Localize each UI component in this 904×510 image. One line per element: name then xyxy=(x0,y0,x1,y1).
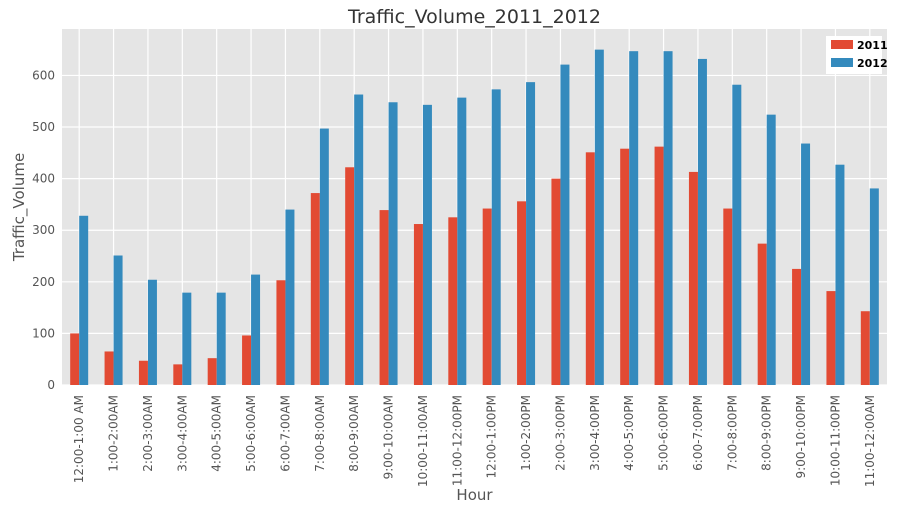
bar-2012 xyxy=(354,94,364,386)
bar-2012 xyxy=(147,279,157,385)
legend-swatch-2011 xyxy=(831,40,853,49)
bar-2012 xyxy=(457,97,467,385)
x-tick-label: 6:00-7:00AM xyxy=(278,395,292,472)
x-tick-label: 5:00-6:00AM xyxy=(244,395,258,472)
bar-2012 xyxy=(422,104,432,385)
y-tick-label: 100 xyxy=(32,326,55,340)
bar-2012 xyxy=(697,58,707,386)
plot-background xyxy=(62,29,887,385)
bar-2012 xyxy=(113,255,123,385)
x-tick-label: 10:00-11:00PM xyxy=(828,395,842,486)
bar-2011 xyxy=(723,208,733,385)
bar-2011 xyxy=(551,178,561,385)
x-tick-label: 4:00-5:00AM xyxy=(210,395,224,472)
x-axis-label: Hour xyxy=(456,486,493,504)
bars-layer xyxy=(70,49,879,386)
bar-2012 xyxy=(388,102,398,386)
x-tick-label: 12:00-1:00PM xyxy=(485,395,499,478)
bar-2011 xyxy=(517,201,527,385)
x-tick-label: 7:00-8:00PM xyxy=(725,395,739,471)
y-tick-label: 400 xyxy=(32,172,55,186)
y-tick-label: 300 xyxy=(32,223,55,237)
bar-2011 xyxy=(310,193,320,385)
bar-2012 xyxy=(526,82,536,385)
y-axis-label: Traffic_Volume xyxy=(10,153,29,262)
bar-2012 xyxy=(766,114,776,386)
bar-2011 xyxy=(138,360,148,385)
legend-label-2011: 2011 xyxy=(857,39,888,52)
y-tick-labels: 0 100 200 300 400 500 600 xyxy=(32,68,55,392)
x-tick-label: 9:00-10:00PM xyxy=(794,395,808,478)
bar-2011 xyxy=(860,311,870,385)
x-tick-labels: 12:00-1:00 AM 1:00-2:00AM 2:00-3:00AM 3:00-… xyxy=(72,395,877,487)
bar-2011 xyxy=(654,146,664,385)
bar-2012 xyxy=(835,164,845,385)
bar-2011 xyxy=(276,280,286,385)
x-tick-label: 11:00-12:00PM xyxy=(450,395,464,486)
bar-2011 xyxy=(688,171,698,385)
legend-label-2012: 2012 xyxy=(857,57,888,70)
bar-2012 xyxy=(216,292,226,385)
bar-2011 xyxy=(757,243,767,385)
chart-title: Traffic_Volume_2011_2012 xyxy=(347,6,601,28)
bar-2011 xyxy=(482,208,492,385)
bar-2012 xyxy=(491,89,501,385)
bar-2011 xyxy=(792,268,802,385)
x-tick-label: 4:00-5:00PM xyxy=(622,395,636,471)
bar-2012 xyxy=(732,84,742,385)
x-tick-label: 9:00-10:00AM xyxy=(382,395,396,479)
y-tick-label: 200 xyxy=(32,275,55,289)
x-tick-label: 12:00-1:00 AM xyxy=(72,395,86,483)
x-tick-label: 3:00-4:00PM xyxy=(588,395,602,471)
bar-2011 xyxy=(207,358,217,385)
bar-2012 xyxy=(869,188,879,385)
bar-2011 xyxy=(173,364,183,385)
x-tick-label: 3:00-4:00AM xyxy=(175,395,189,472)
x-tick-label: 1:00-2:00PM xyxy=(519,395,533,471)
bar-2012 xyxy=(801,143,811,385)
x-tick-label: 8:00-9:00AM xyxy=(347,395,361,472)
x-tick-label: 5:00-6:00PM xyxy=(657,395,671,471)
bar-2011 xyxy=(448,217,458,385)
bar-2011 xyxy=(620,148,630,385)
bar-2012 xyxy=(319,128,329,385)
x-tick-label: 6:00-7:00PM xyxy=(691,395,705,471)
y-tick-label: 0 xyxy=(47,378,55,392)
x-tick-label: 8:00-9:00PM xyxy=(760,395,774,471)
bar-2011 xyxy=(379,210,389,385)
x-tick-label: 11:00-12:00AM xyxy=(863,395,877,487)
legend-swatch-2012 xyxy=(831,58,853,67)
bar-2011 xyxy=(70,333,80,385)
x-tick-label: 2:00-3:00AM xyxy=(141,395,155,472)
bar-2012 xyxy=(594,49,604,385)
x-tick-label: 2:00-3:00PM xyxy=(553,395,567,471)
x-tick-label: 10:00-11:00AM xyxy=(416,395,430,487)
bar-2012 xyxy=(629,51,639,385)
legend: 2011 2012 xyxy=(826,36,888,74)
bar-2011 xyxy=(345,167,355,385)
bar-2012 xyxy=(560,64,570,385)
x-tick-label: 1:00-2:00AM xyxy=(107,395,121,472)
bar-2012 xyxy=(79,215,89,385)
y-tick-label: 600 xyxy=(32,68,55,82)
bar-2012 xyxy=(663,51,673,385)
bar-2011 xyxy=(104,351,114,385)
bar-2011 xyxy=(585,152,595,385)
bar-2012 xyxy=(182,292,192,385)
x-tick-label: 7:00-8:00AM xyxy=(313,395,327,472)
bar-2011 xyxy=(413,224,423,385)
bar-2012 xyxy=(251,274,261,385)
bar-2012 xyxy=(285,209,295,385)
bar-2011 xyxy=(826,291,836,385)
y-tick-label: 500 xyxy=(32,120,55,134)
bar-2011 xyxy=(242,335,252,385)
